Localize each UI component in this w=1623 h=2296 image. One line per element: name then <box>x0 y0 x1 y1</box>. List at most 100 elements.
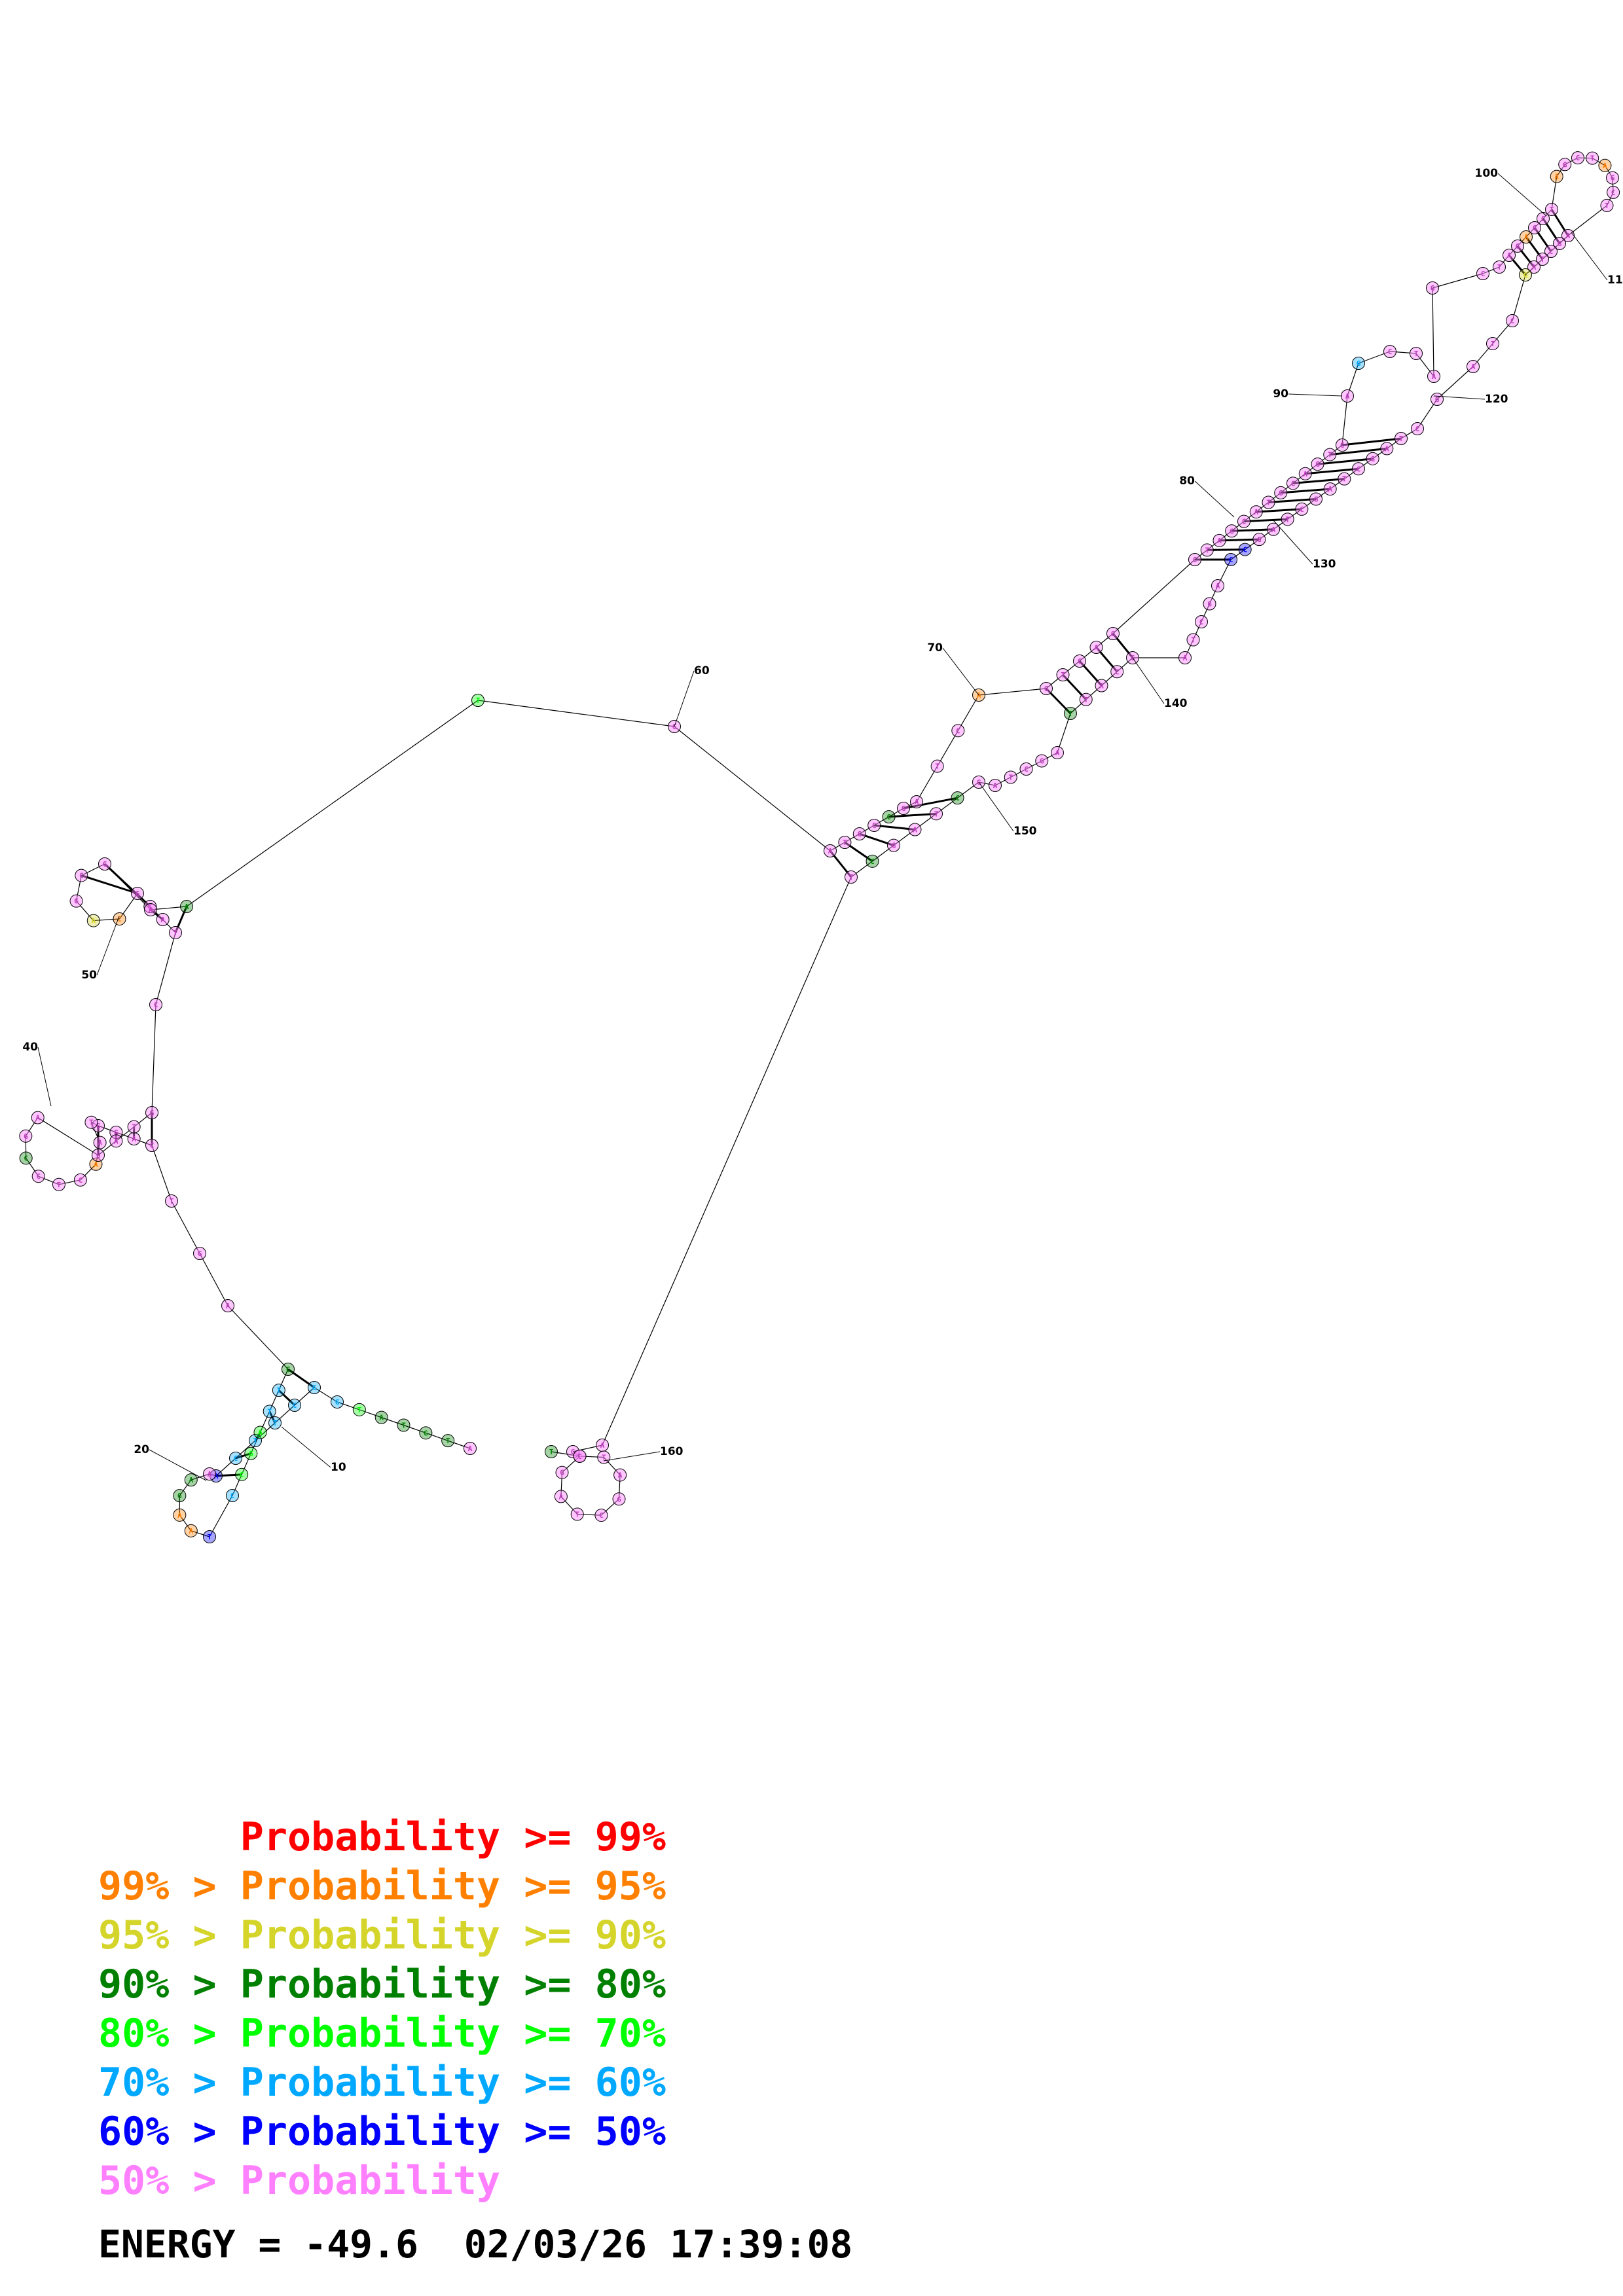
nucleotide-circle <box>1064 707 1077 720</box>
nucleotide-letter: G <box>1230 527 1234 535</box>
nucleotide-circle <box>1550 170 1563 183</box>
nucleotide: C <box>1224 553 1237 566</box>
nucleotide-circle <box>131 887 144 900</box>
backbone-link <box>134 1112 153 1128</box>
legend-row: 60% > Probability >= 50% <box>98 2109 666 2155</box>
backbone-link <box>1358 351 1391 364</box>
nucleotide-letter: C <box>230 1492 235 1500</box>
nucleotide-circle <box>1186 633 1200 647</box>
backbone-link <box>1079 647 1097 662</box>
nucleotide-letter: A <box>1566 232 1571 240</box>
nucleotide-letter: T <box>1497 263 1502 272</box>
backbone-link <box>381 1417 404 1426</box>
nucleotide: C <box>594 1509 608 1522</box>
nucleotide-letter: T <box>1266 499 1271 507</box>
probability-legend: Probability >= 99% 99% > Probability >= 9… <box>98 1813 666 2206</box>
nucleotide-letter: T <box>89 1119 94 1127</box>
nucleotide-circle <box>1467 360 1480 373</box>
nucleotide-circle <box>1178 651 1192 664</box>
position-label: 50 <box>81 969 97 982</box>
nucleotide: C <box>1073 655 1086 668</box>
nucleotide-letter: G <box>150 1109 155 1117</box>
nucleotide-circle <box>866 854 879 868</box>
nucleotide-letter: C <box>1291 479 1296 488</box>
nucleotide-circle <box>852 827 866 840</box>
backbone-link <box>215 1458 236 1477</box>
nucleotide: C <box>1019 762 1033 776</box>
nucleotide: G <box>331 1395 344 1408</box>
nucleotide-circle <box>887 838 900 852</box>
nucleotide-letter: G <box>672 723 677 731</box>
backbone-link <box>1499 255 1510 268</box>
nucleotide-letter: T <box>1205 546 1209 554</box>
nucleotide-circle <box>1527 260 1541 274</box>
label-leader-line <box>1194 480 1235 518</box>
nucleotide-circle <box>1476 267 1489 280</box>
nucleotide-letter: G <box>1044 685 1049 693</box>
backbone-link <box>1347 363 1359 397</box>
nucleotide-circle <box>52 1177 65 1191</box>
nucleotide-circle <box>19 1151 33 1165</box>
nucleotide: G <box>1352 357 1365 370</box>
nucleotide-letter: T <box>1328 451 1332 459</box>
nucleotide: A <box>1298 467 1312 480</box>
label-leader-line <box>37 1047 52 1107</box>
base-pair-bond <box>1281 488 1330 494</box>
nucleotide: C <box>75 869 88 882</box>
backbone-link <box>37 1117 99 1156</box>
nucleotide-circle <box>1019 762 1033 776</box>
nucleotide-letter: C <box>1415 425 1420 433</box>
nucleotide: G <box>555 1465 569 1479</box>
backbone-link <box>58 1179 81 1185</box>
backbone-link <box>1230 549 1246 560</box>
backbone-link <box>1112 559 1195 634</box>
base-pair-bond <box>1508 255 1527 276</box>
backbone-link <box>151 1004 156 1113</box>
nucleotide-circle <box>1252 533 1266 547</box>
nucleotide-circle <box>31 1111 45 1124</box>
nucleotide-letter: A <box>1432 372 1436 381</box>
nucleotide-circle <box>203 1530 216 1543</box>
nucleotide: G <box>1528 221 1541 234</box>
nucleotide: G <box>1511 240 1524 253</box>
nucleotide: G <box>92 1119 105 1132</box>
nucleotide-letter: A <box>1507 251 1512 260</box>
nucleotide-letter: A <box>94 1160 98 1169</box>
backbone-link <box>76 901 94 921</box>
nucleotide: A <box>1323 482 1337 496</box>
nucleotide: T <box>1486 337 1499 350</box>
base-pair-bond <box>1062 673 1087 700</box>
backbone-link <box>674 726 831 852</box>
nucleotide-letter: A <box>977 691 981 700</box>
nucleotide-circle <box>1040 682 1053 695</box>
position-label: 140 <box>1164 697 1188 710</box>
nucleotide: A <box>1503 249 1516 262</box>
nucleotide-circle <box>1225 524 1239 538</box>
backbone-link <box>830 842 845 852</box>
nucleotide-circle <box>1600 198 1614 212</box>
base-pair-bond <box>1533 227 1552 252</box>
label-leader-line <box>96 916 120 976</box>
legend-row: 90% > Probability >= 80% <box>98 1962 666 2007</box>
backbone-link <box>579 1456 604 1458</box>
backbone-link <box>477 700 675 727</box>
nucleotide-circle <box>867 819 881 832</box>
nucleotide-circle <box>989 779 1002 792</box>
nucleotide-letter: T <box>1590 154 1595 163</box>
nucleotide: T <box>1004 770 1017 784</box>
nucleotide: T <box>268 1416 282 1429</box>
nucleotide-letter: G <box>560 1469 564 1477</box>
nucleotide: A <box>1267 522 1280 536</box>
nucleotide: T <box>1056 668 1070 681</box>
nucleotide: G <box>1519 268 1532 281</box>
nucleotide-circle <box>824 844 837 857</box>
nucleotide: G <box>1553 237 1566 250</box>
nucleotide-letter: C <box>1078 657 1082 666</box>
nucleotide-circle <box>419 1426 433 1440</box>
backbone-link <box>1041 752 1058 762</box>
nucleotide-circle <box>173 1489 187 1503</box>
nucleotide: A <box>1089 641 1103 654</box>
nucleotide-letter: A <box>1471 363 1476 371</box>
backbone-link <box>337 1401 360 1410</box>
backbone-link <box>1046 674 1063 689</box>
